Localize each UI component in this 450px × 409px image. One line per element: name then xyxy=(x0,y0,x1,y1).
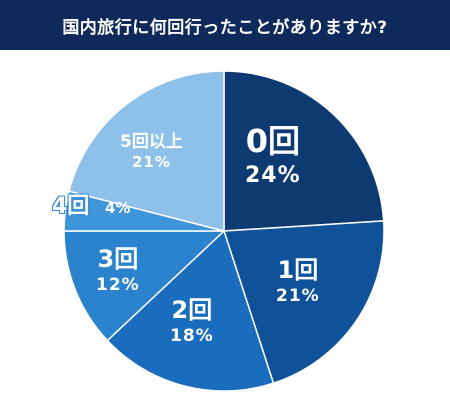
slice-percent-4: 4% xyxy=(104,199,131,217)
pie-slice-3 xyxy=(63,230,226,342)
slice-percent-1: 21% xyxy=(276,286,320,306)
pie-chart xyxy=(63,70,385,392)
slice-label-3: 3回 12% xyxy=(96,247,140,294)
slice-percent-3: 12% xyxy=(96,275,140,295)
slice-percent-0: 24% xyxy=(245,163,301,188)
slice-category-3: 3回 xyxy=(97,245,139,273)
slice-label-4: 4回 4% xyxy=(51,194,131,219)
pie-slice-1 xyxy=(222,220,385,385)
slice-percent-5: 21% xyxy=(131,153,171,171)
slice-category-1: 1回 xyxy=(277,256,319,284)
slice-category-4: 4回 xyxy=(51,194,90,219)
slice-category-2: 2回 xyxy=(171,296,213,324)
pie-slice-0 xyxy=(223,70,385,232)
pie-chart-area: 0回 24% 1回 21% 2回 18% 3回 12% 4回 4% 5回以上 2… xyxy=(0,50,450,409)
slice-category-5: 5回以上 xyxy=(120,132,183,152)
slice-category-0: 0回 xyxy=(245,122,300,160)
chart-title: 国内旅行に何回行ったことがありますか? xyxy=(62,17,388,38)
slice-label-2: 2回 18% xyxy=(170,298,214,345)
slice-label-0: 0回 24% xyxy=(245,125,301,187)
slice-label-5: 5回以上 21% xyxy=(120,134,183,170)
chart-header: 国内旅行に何回行ったことがありますか? xyxy=(0,0,450,50)
slice-percent-2: 18% xyxy=(170,326,214,346)
pie-slice-5 xyxy=(68,70,225,232)
pie-slice-2 xyxy=(106,229,275,392)
slice-label-1: 1回 21% xyxy=(276,258,320,305)
